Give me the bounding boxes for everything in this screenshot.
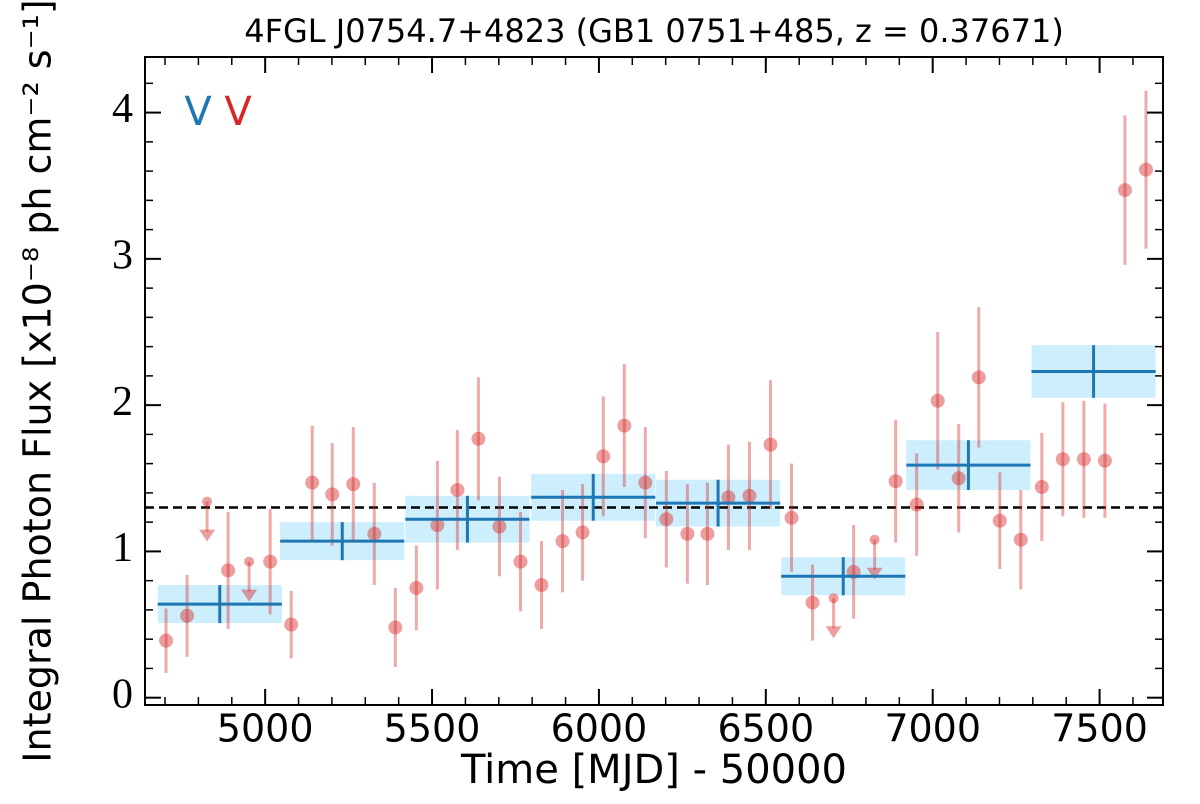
data-point [784,510,799,525]
data-point [367,526,382,541]
data-point [721,490,736,505]
x-tick-label: 5000 [217,707,314,751]
data-point [659,512,674,527]
upper-limit-point [202,496,213,507]
x-tick-label: 5500 [384,707,481,751]
plot-frame [144,56,1164,706]
data-point [1138,162,1153,177]
data-point [638,475,653,490]
data-point [575,525,590,540]
upper-limit-point [244,556,255,567]
data-point [763,437,778,452]
x-tick-label: 6500 [717,707,814,751]
data-point [805,595,820,610]
data-point [1013,532,1028,547]
data-point [555,534,570,549]
chart-title: 4FGL J0754.7+4823 (GB1 0751+485, z = 0.3… [244,12,1064,50]
upper-limit-arrow [825,626,842,639]
data-point [325,487,340,502]
data-point [930,393,945,408]
data-point [596,449,611,464]
data-point [1097,453,1112,468]
data-point [346,477,361,492]
upper-limit-arrow [199,529,216,542]
x-tick-label: 6000 [551,707,648,751]
upper-limit-arrow [866,567,883,580]
data-point [700,526,715,541]
data-point [1034,480,1049,495]
data-point [221,563,236,578]
data-point [971,370,986,385]
y-tick-label: 0 [112,671,133,717]
data-point [617,418,632,433]
data-point [180,608,195,623]
data-point [1117,183,1132,198]
upper-limit-point [828,593,839,604]
annotation: V [184,89,212,135]
x-tick-label: 7500 [1051,707,1148,751]
data-point [284,617,299,632]
upper-limit-arrow [241,589,258,602]
data-point [742,488,757,503]
data-point [534,578,549,593]
upper-limit-point [869,534,880,545]
data-point [992,513,1007,528]
data-point [888,474,903,489]
y-tick-label: 4 [112,86,133,132]
data-point [492,519,507,534]
data-point [263,554,278,569]
y-tick-label: 3 [112,233,133,279]
data-point [388,620,403,635]
y-tick-label: 1 [112,525,133,571]
data-point [450,482,465,497]
data-point [513,554,528,569]
data-point [471,431,486,446]
data-point [1076,452,1091,467]
data-point [680,526,695,541]
data-point [1055,452,1070,467]
annotation: V [224,89,252,135]
data-point [951,471,966,486]
x-tick-label: 7000 [884,707,981,751]
data-point [159,633,174,648]
y-tick-label: 2 [112,379,133,425]
data-point [409,580,424,595]
data-point [430,518,445,533]
y-axis-label: Integral Photon Flux [x10⁻⁸ ph cm⁻² s⁻¹] [16,0,60,763]
x-axis-label: Time [MJD] - 50000 [460,747,847,793]
data-point [305,475,320,490]
data-point [909,497,924,512]
